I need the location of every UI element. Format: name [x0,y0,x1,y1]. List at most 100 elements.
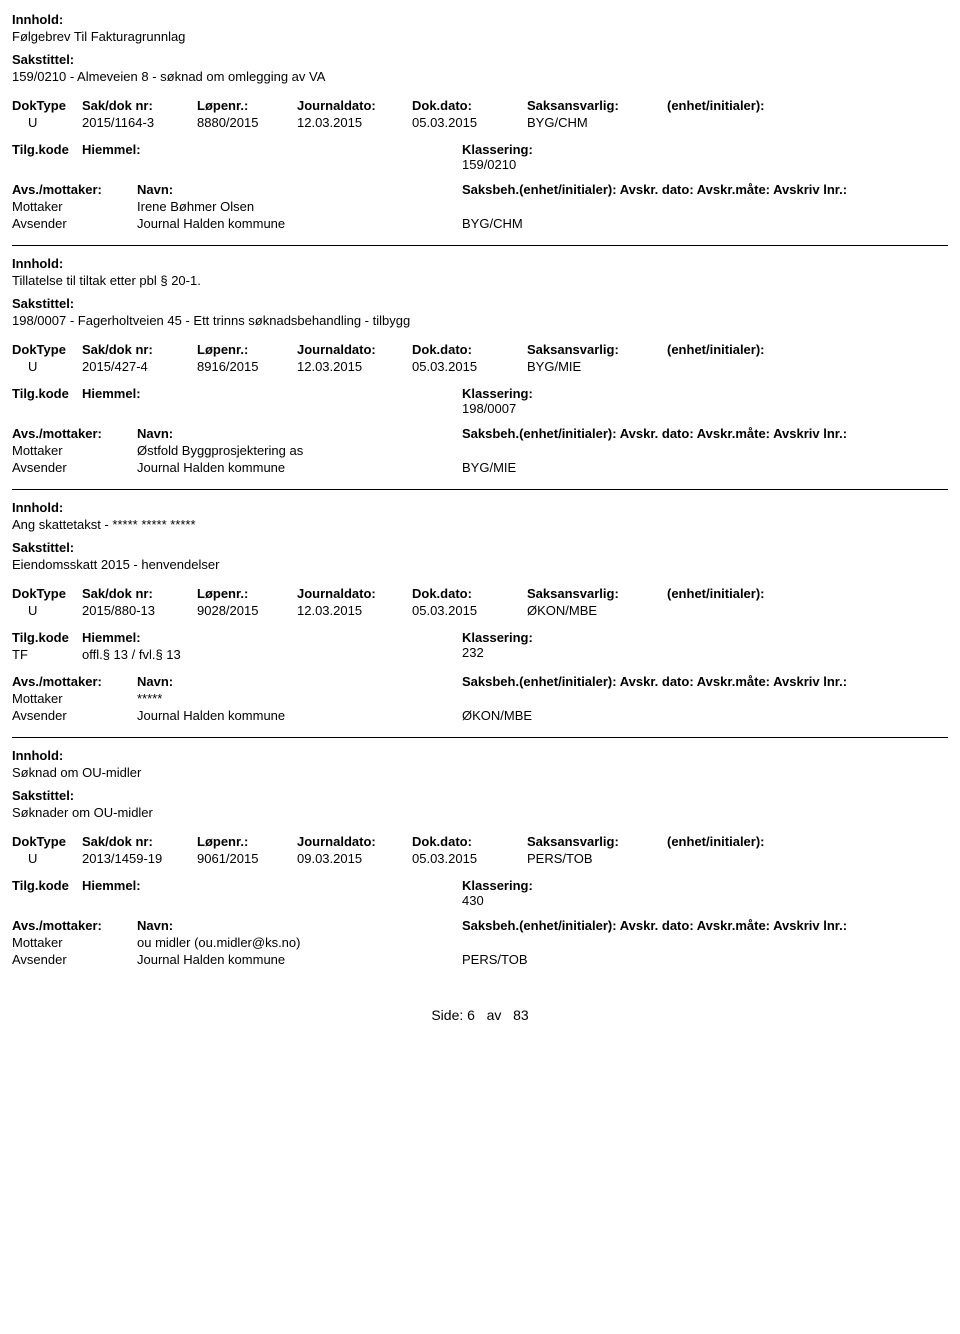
innhold-label: Innhold: [12,256,948,271]
value-journaldato: 12.03.2015 [297,359,412,374]
journal-entry: Innhold: Tillatelse til tiltak etter pbl… [12,256,948,475]
sakstittel-label: Sakstittel: [12,540,948,555]
sakstittel-label: Sakstittel: [12,788,948,803]
sakstittel-text: Søknader om OU-midler [12,805,948,820]
header-dokdato: Dok.dato: [412,834,527,849]
party-role: Avsender [12,460,137,475]
document-entries: Innhold: Følgebrev Til Fakturagrunnlag S… [12,12,948,967]
page-footer: Side: 6 av 83 [12,1007,948,1023]
value-saknr: 2015/880-13 [82,603,197,618]
sakstittel-text: Eiendomsskatt 2015 - henvendelser [12,557,948,572]
header-hjemmel: Hiemmel: [82,386,462,401]
sakstittel-label: Sakstittel: [12,296,948,311]
party-role: Avsender [12,708,137,723]
value-journaldato: 12.03.2015 [297,115,412,130]
party-role: Mottaker [12,199,137,214]
header-saksansvarlig: Saksansvarlig: [527,98,667,113]
value-dokdato: 05.03.2015 [412,603,527,618]
party-row: Avsender Journal Halden kommune ØKON/MBE [12,708,948,723]
party-role: Avsender [12,216,137,231]
footer-of: av [487,1007,502,1023]
party-navn: Journal Halden kommune [137,952,462,967]
tilg-klassering-row: Tilg.kode Hiemmel: Klassering: 430 [12,878,948,908]
value-lopennr: 9028/2015 [197,603,297,618]
meta-header-row: DokType Sak/dok nr: Løpenr.: Journaldato… [12,98,948,113]
value-lopennr: 9061/2015 [197,851,297,866]
value-hjemmel: offl.§ 13 / fvl.§ 13 [82,647,462,662]
parties-header-row: Avs./mottaker: Navn: Saksbeh.(enhet/init… [12,674,948,689]
footer-side-label: Side: [431,1007,463,1023]
header-navn: Navn: [137,674,462,689]
innhold-text: Følgebrev Til Fakturagrunnlag [12,29,948,44]
header-journaldato: Journaldato: [297,342,412,357]
party-saksbeh: ØKON/MBE [462,708,948,723]
parties-header-row: Avs./mottaker: Navn: Saksbeh.(enhet/init… [12,918,948,933]
value-enhet [667,603,948,618]
header-saksbeh: Saksbeh.(enhet/initialer): Avskr. dato: … [462,918,948,933]
journal-entry: Innhold: Følgebrev Til Fakturagrunnlag S… [12,12,948,231]
innhold-label: Innhold: [12,748,948,763]
tilg-klassering-row: Tilg.kode Hiemmel: Klassering: 198/0007 [12,386,948,416]
party-saksbeh: BYG/CHM [462,216,948,231]
parties-header-row: Avs./mottaker: Navn: Saksbeh.(enhet/init… [12,182,948,197]
header-saknr: Sak/dok nr: [82,834,197,849]
value-klassering: 430 [462,893,948,908]
header-doktype: DokType [12,342,82,357]
party-saksbeh: BYG/MIE [462,460,948,475]
party-row: Avsender Journal Halden kommune BYG/MIE [12,460,948,475]
header-dokdato: Dok.dato: [412,586,527,601]
value-dokdato: 05.03.2015 [412,359,527,374]
party-row: Avsender Journal Halden kommune PERS/TOB [12,952,948,967]
header-avs-mottaker: Avs./mottaker: [12,182,137,197]
value-lopennr: 8916/2015 [197,359,297,374]
header-klassering: Klassering: [462,386,948,401]
value-klassering: 198/0007 [462,401,948,416]
value-saknr: 2015/1164-3 [82,115,197,130]
party-role: Avsender [12,952,137,967]
value-saksansvarlig: BYG/CHM [527,115,667,130]
header-avs-mottaker: Avs./mottaker: [12,918,137,933]
header-saknr: Sak/dok nr: [82,586,197,601]
value-doktype: U [12,359,82,374]
header-enhet: (enhet/initialer): [667,586,948,601]
header-hjemmel: Hiemmel: [82,142,462,157]
header-tilgkode: Tilg.kode [12,630,82,645]
party-row: Avsender Journal Halden kommune BYG/CHM [12,216,948,231]
meta-header-row: DokType Sak/dok nr: Løpenr.: Journaldato… [12,342,948,357]
header-tilgkode: Tilg.kode [12,142,82,157]
party-row: Mottaker Irene Bøhmer Olsen [12,199,948,214]
header-klassering: Klassering: [462,142,948,157]
party-row: Mottaker ou midler (ou.midler@ks.no) [12,935,948,950]
header-enhet: (enhet/initialer): [667,834,948,849]
header-klassering: Klassering: [462,878,948,893]
innhold-label: Innhold: [12,500,948,515]
header-saksbeh: Saksbeh.(enhet/initialer): Avskr. dato: … [462,182,948,197]
value-saksansvarlig: PERS/TOB [527,851,667,866]
party-navn: Journal Halden kommune [137,460,462,475]
journal-entry: Innhold: Ang skattetakst - ***** ***** *… [12,500,948,723]
innhold-text: Tillatelse til tiltak etter pbl § 20-1. [12,273,948,288]
value-saknr: 2013/1459-19 [82,851,197,866]
header-doktype: DokType [12,586,82,601]
entry-separator [12,245,948,246]
footer-total: 83 [513,1007,529,1023]
value-doktype: U [12,115,82,130]
header-avs-mottaker: Avs./mottaker: [12,674,137,689]
journal-entry: Innhold: Søknad om OU-midler Sakstittel:… [12,748,948,967]
meta-value-row: U 2013/1459-19 9061/2015 09.03.2015 05.0… [12,851,948,866]
value-enhet [667,115,948,130]
header-lopennr: Løpenr.: [197,834,297,849]
parties-header-row: Avs./mottaker: Navn: Saksbeh.(enhet/init… [12,426,948,441]
value-dokdato: 05.03.2015 [412,115,527,130]
header-doktype: DokType [12,98,82,113]
value-doktype: U [12,851,82,866]
sakstittel-text: 159/0210 - Almeveien 8 - søknad om omleg… [12,69,948,84]
header-saksbeh: Saksbeh.(enhet/initialer): Avskr. dato: … [462,426,948,441]
innhold-label: Innhold: [12,12,948,27]
header-tilgkode: Tilg.kode [12,386,82,401]
header-journaldato: Journaldato: [297,98,412,113]
party-row: Mottaker Østfold Byggprosjektering as [12,443,948,458]
header-navn: Navn: [137,426,462,441]
header-enhet: (enhet/initialer): [667,342,948,357]
value-journaldato: 12.03.2015 [297,603,412,618]
